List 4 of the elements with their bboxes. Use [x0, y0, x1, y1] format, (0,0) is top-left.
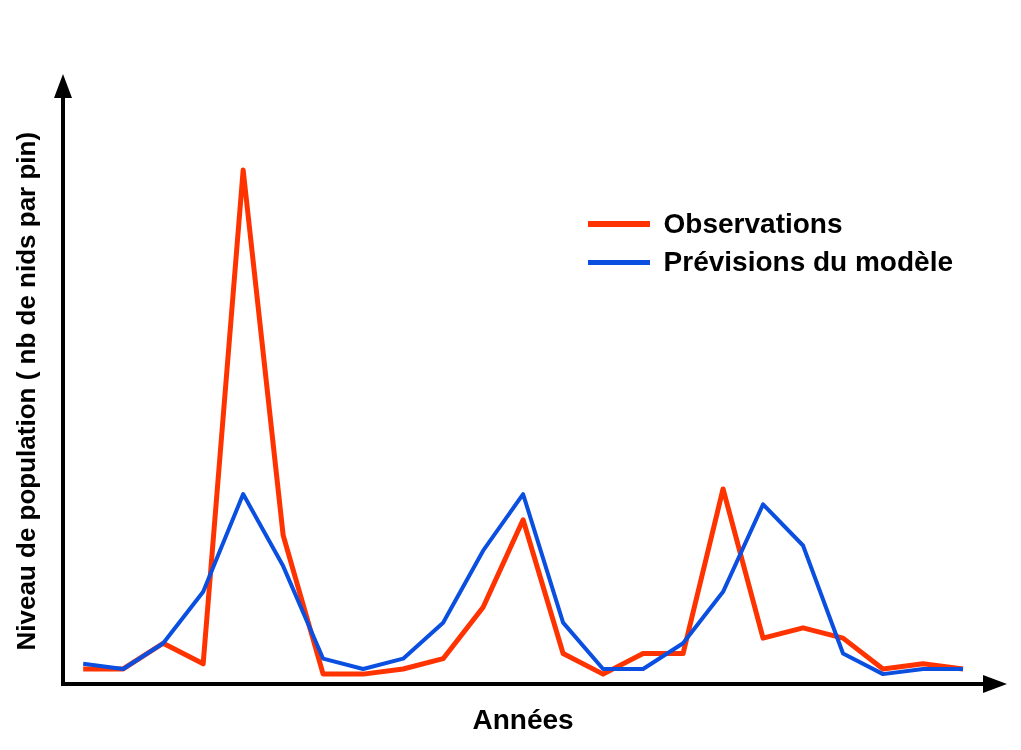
y-axis-title: Niveau de population ( nb de nids par pin) — [10, 131, 41, 651]
x-axis-title: Années — [472, 703, 574, 735]
legend-label: Prévisions du modèle — [663, 246, 953, 278]
legend-label: Observations — [663, 208, 843, 240]
